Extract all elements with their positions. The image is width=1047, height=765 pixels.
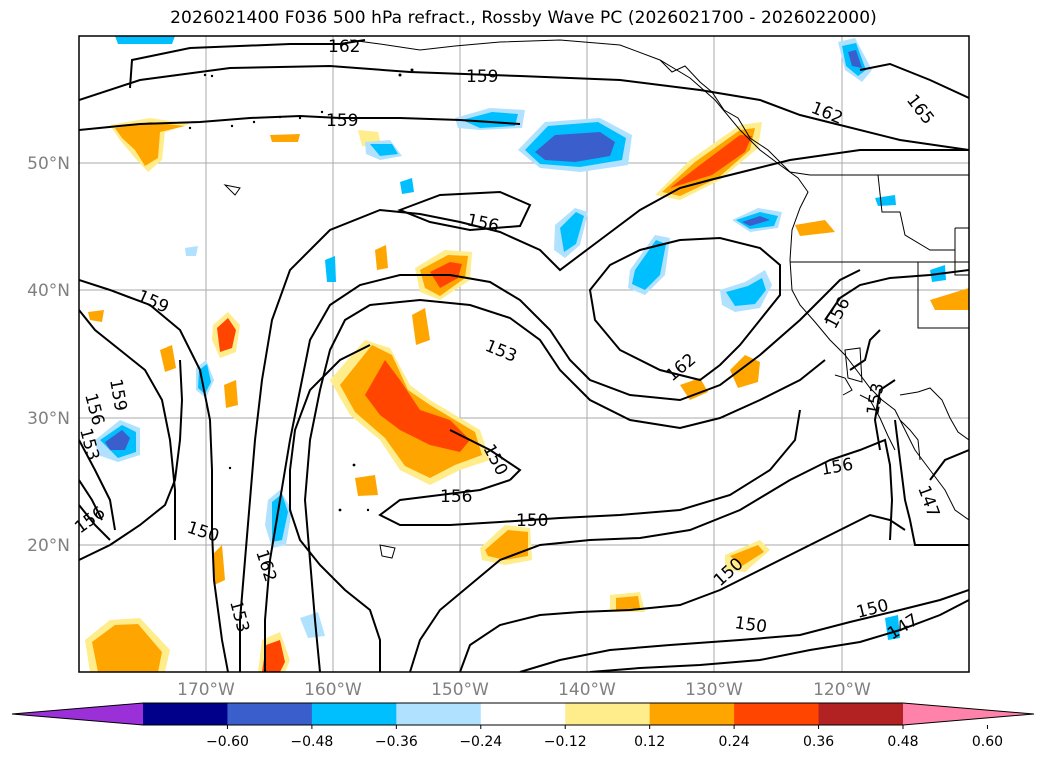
colorbar-segment bbox=[227, 703, 313, 725]
contour-label: 159 bbox=[466, 67, 498, 87]
positive-shading bbox=[85, 118, 969, 672]
colorbar-segment bbox=[565, 703, 651, 725]
map-background bbox=[79, 36, 969, 672]
map-title: 2026021400 F036 500 hPa refract., Rossby… bbox=[170, 8, 877, 28]
colorbar-tick-label: 0.60 bbox=[972, 734, 1003, 750]
latitude-labels: 50°N 40°N 30°N 20°N bbox=[27, 154, 70, 556]
lon-label-130w: 130°W bbox=[685, 680, 743, 700]
lon-label-170w: 170°W bbox=[177, 680, 235, 700]
colorbar-segment bbox=[649, 703, 735, 725]
lat-label-30n: 30°N bbox=[27, 409, 70, 429]
contour-label: 150 bbox=[733, 613, 768, 637]
colorbar-segment bbox=[311, 703, 397, 725]
colorbar-outline bbox=[11, 702, 1035, 726]
colorbar-tick-label: 0.48 bbox=[887, 734, 918, 750]
colorbar: −0.60 −0.48 −0.36 −0.24 −0.12 0.12 0.24 0.36 0.4… bbox=[11, 702, 1035, 750]
colorbar-tick-label: 0.12 bbox=[634, 734, 665, 750]
colorbar-segment bbox=[818, 703, 904, 725]
islands bbox=[188, 68, 414, 512]
contour-label: 159 bbox=[326, 111, 358, 131]
colorbar-tick-label: −0.36 bbox=[375, 734, 418, 750]
colorbar-segment bbox=[396, 703, 482, 725]
map-panel: 162 159 165 159 162 156 159 159 156 153 … bbox=[27, 35, 970, 700]
contour-label: 162 bbox=[328, 37, 360, 57]
colorbar-segment bbox=[734, 703, 820, 725]
colorbar-segment bbox=[480, 703, 566, 725]
contour-label: 150 bbox=[516, 511, 548, 531]
colorbar-extend-low bbox=[12, 703, 143, 725]
lon-label-160w: 160°W bbox=[304, 680, 362, 700]
contour-lines bbox=[79, 39, 969, 672]
lat-label-50n: 50°N bbox=[27, 154, 70, 174]
lon-label-150w: 150°W bbox=[431, 680, 489, 700]
colorbar-tick-label: 0.36 bbox=[803, 734, 834, 750]
colorbar-tick-label: −0.48 bbox=[290, 734, 333, 750]
colorbar-segment bbox=[143, 703, 228, 725]
longitude-labels: 170°W 160°W 150°W 140°W 130°W 120°W bbox=[177, 680, 871, 700]
contour-label: 156 bbox=[440, 487, 472, 507]
colorbar-tick-label: −0.12 bbox=[544, 734, 587, 750]
lat-label-40n: 40°N bbox=[27, 281, 70, 301]
colorbar-extend-high bbox=[903, 703, 1034, 725]
lat-label-20n: 20°N bbox=[27, 536, 70, 556]
map-frame bbox=[78, 35, 970, 673]
lon-label-120w: 120°W bbox=[813, 680, 871, 700]
colorbar-tick-label: −0.60 bbox=[206, 734, 249, 750]
colorbar-tick-label: −0.24 bbox=[459, 734, 502, 750]
lon-label-140w: 140°W bbox=[558, 680, 616, 700]
colorbar-tick-label: 0.24 bbox=[719, 734, 750, 750]
coastlines bbox=[223, 39, 969, 559]
